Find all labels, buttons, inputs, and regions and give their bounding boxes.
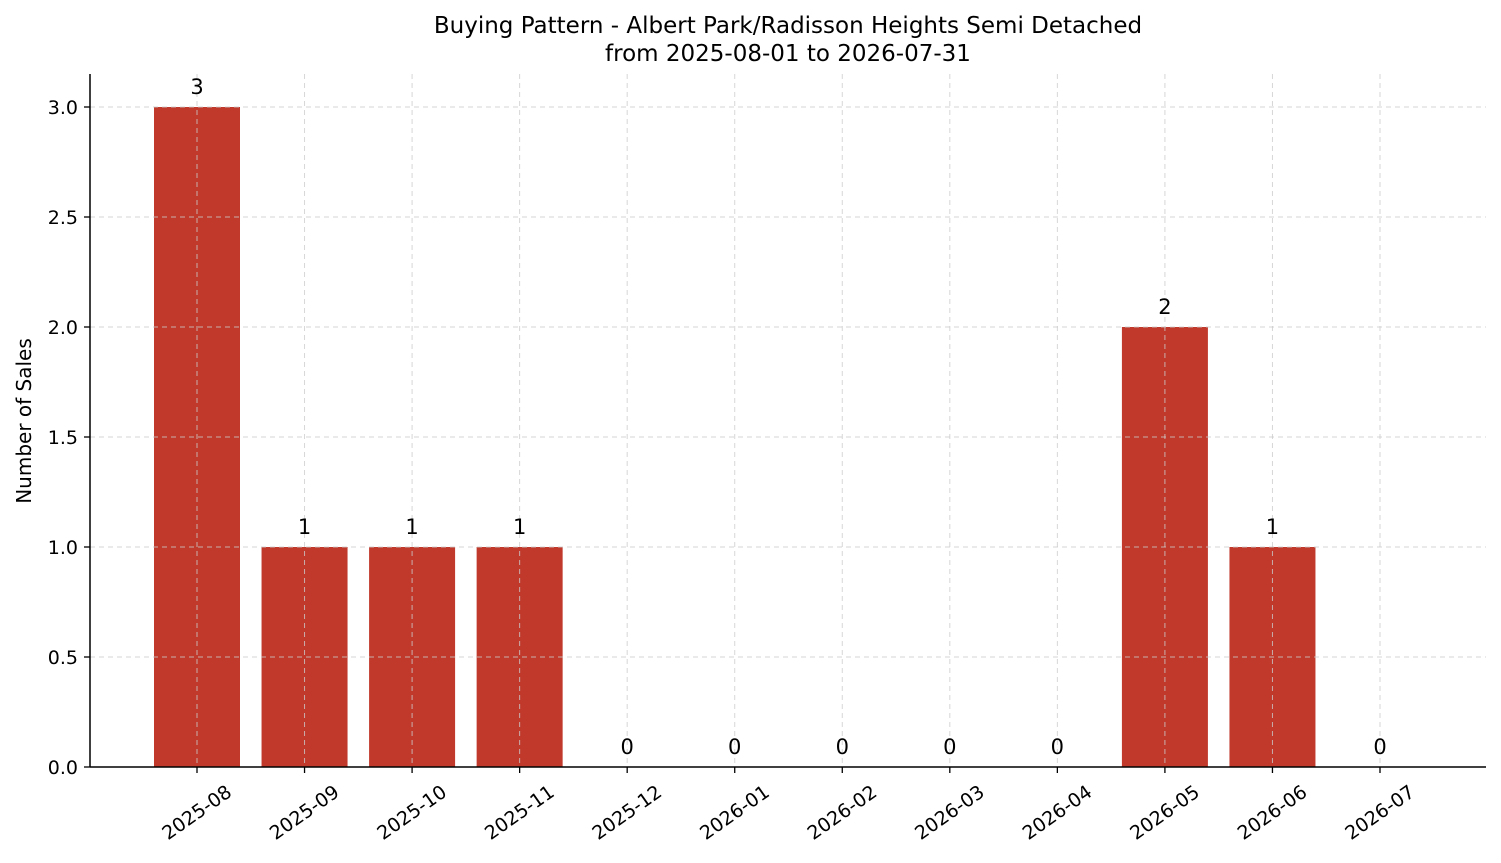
- x-tick-label: 2025-10: [373, 781, 451, 845]
- chart-title: Buying Pattern - Albert Park/Radisson He…: [434, 13, 1142, 39]
- y-tick-label: 0.0: [48, 757, 78, 779]
- x-tick-label: 2026-05: [1126, 781, 1204, 845]
- chart-title-group: Buying Pattern - Albert Park/Radisson He…: [434, 13, 1142, 67]
- x-tick-label: 2026-03: [911, 781, 989, 845]
- y-tick-label: 1.5: [48, 427, 78, 449]
- x-tick-label: 2026-01: [696, 781, 774, 845]
- x-ticks-group: 2025-08 2025-09 2025-10 2025-11 2025-12 2026-…: [158, 767, 1419, 845]
- chart-subtitle: from 2025-08-01 to 2026-07-31: [605, 41, 971, 67]
- x-tick-label: 2025-08: [158, 781, 236, 845]
- x-tick-label: 2025-11: [481, 781, 559, 845]
- bar-label-2025-12: 0: [620, 735, 633, 759]
- y-tick-label: 3.0: [48, 97, 78, 119]
- y-tick-label: 0.5: [48, 647, 78, 669]
- x-tick-label: 2026-04: [1019, 781, 1097, 845]
- bar-label-2026-02: 0: [836, 735, 849, 759]
- bar-label-2026-05: 2: [1158, 295, 1171, 319]
- axes-group: [89, 74, 1486, 768]
- bar-labels-group: 3 1 1 1 0 0 0 0 0 2 1 0: [190, 75, 1386, 759]
- x-tick-label: 2025-12: [588, 781, 666, 845]
- bar-2025-10: [369, 547, 456, 767]
- y-tick-label: 1.0: [48, 537, 78, 559]
- bar-label-2025-11: 1: [513, 515, 526, 539]
- bar-label-2025-09: 1: [298, 515, 311, 539]
- bar-label-2026-03: 0: [943, 735, 956, 759]
- bar-label-2026-04: 0: [1051, 735, 1064, 759]
- y-ticks-group: 0.0 0.5 1.0 1.5 2.0 2.5 3.0: [48, 97, 90, 779]
- y-axis-label: Number of Sales: [12, 338, 36, 504]
- y-tick-label: 2.0: [48, 317, 78, 339]
- x-tick-label: 2026-06: [1234, 781, 1312, 845]
- x-tick-label: 2026-07: [1341, 781, 1419, 845]
- bar-label-2025-10: 1: [405, 515, 418, 539]
- bar-label-2026-06: 1: [1266, 515, 1279, 539]
- x-tick-label: 2025-09: [266, 781, 344, 845]
- y-tick-label: 2.5: [48, 207, 78, 229]
- x-tick-label: 2026-02: [803, 781, 881, 845]
- bar-label-2025-08: 3: [190, 75, 203, 99]
- bar-label-2026-07: 0: [1373, 735, 1386, 759]
- bar-label-2026-01: 0: [728, 735, 741, 759]
